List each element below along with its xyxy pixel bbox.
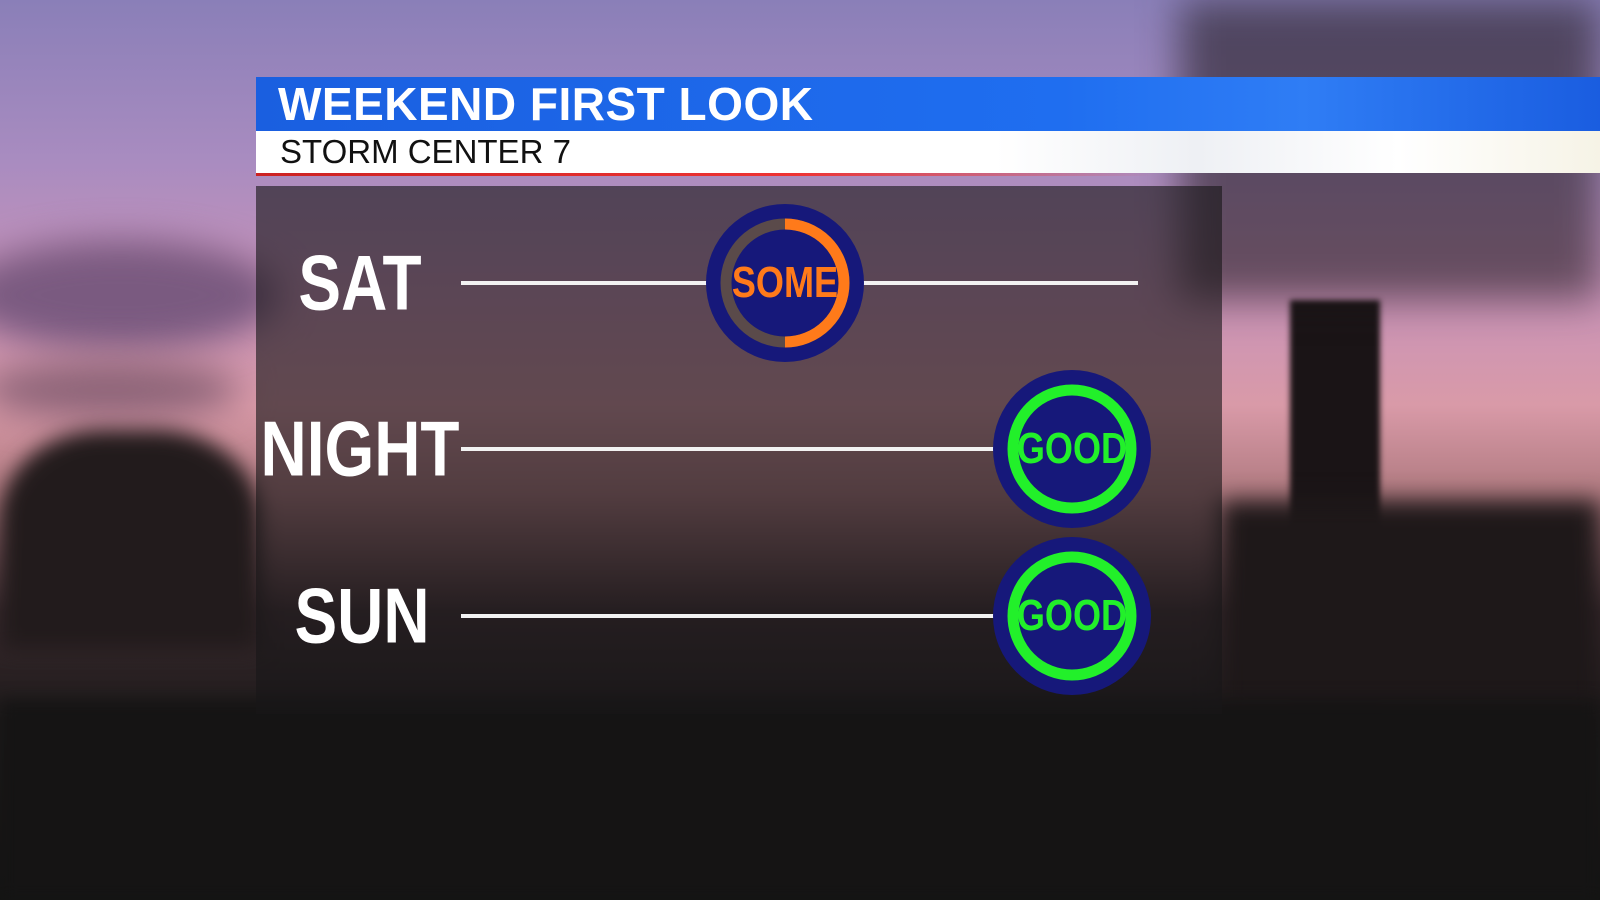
header-bar bbox=[256, 77, 1600, 131]
page-title: WEEKEND FIRST LOOK bbox=[278, 78, 814, 130]
rating-ring-icon bbox=[706, 204, 864, 362]
rating-text: GOOD bbox=[1016, 591, 1128, 640]
rating-badge: GOOD bbox=[992, 536, 1152, 696]
day-label: NIGHT bbox=[260, 404, 460, 493]
rating-ring-icon bbox=[993, 370, 1151, 528]
rating-text: GOOD bbox=[1016, 424, 1128, 473]
rating-ring-icon bbox=[993, 537, 1151, 695]
divider bbox=[256, 173, 1156, 176]
station-name: STORM CENTER 7 bbox=[280, 133, 571, 170]
rating-badge: SOME bbox=[705, 203, 865, 363]
rating-badge: GOOD bbox=[992, 369, 1152, 529]
rating-text: SOME bbox=[731, 258, 839, 307]
day-label: SAT bbox=[298, 238, 422, 327]
timeline bbox=[461, 614, 996, 618]
day-label: SUN bbox=[294, 571, 430, 660]
subheader-bar bbox=[256, 131, 1600, 173]
timeline bbox=[461, 447, 996, 451]
